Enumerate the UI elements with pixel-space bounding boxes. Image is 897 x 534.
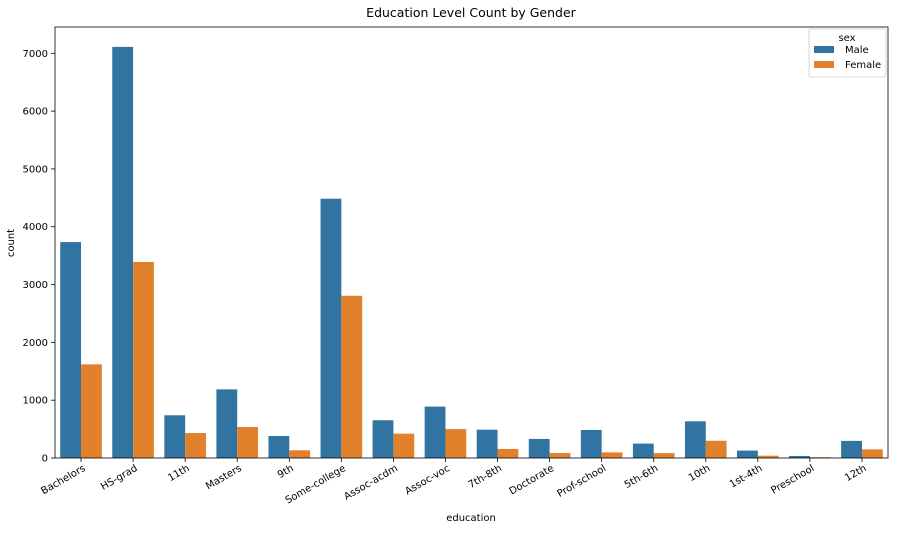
x-tick-label: Assoc-acdm xyxy=(342,463,400,503)
y-tick-label: 5000 xyxy=(23,164,48,175)
chart-title: Education Level Count by Gender xyxy=(366,5,576,20)
x-tick-label: Bachelors xyxy=(39,463,87,497)
bar-male-hs-grad xyxy=(112,46,134,459)
x-tick-label: HS-grad xyxy=(99,463,140,493)
bar-male-assoc-voc xyxy=(424,406,446,458)
bars-group xyxy=(60,46,883,459)
bar-male-9th xyxy=(268,435,290,458)
legend-label-female: Female xyxy=(845,60,881,71)
bar-female-11th xyxy=(185,433,206,458)
y-axis-label: count xyxy=(6,229,17,257)
bar-male-preschool xyxy=(789,455,810,458)
bar-female-doctorate xyxy=(549,453,571,458)
bar-male-12th xyxy=(841,440,862,458)
bar-female-assoc-acdm xyxy=(393,433,415,458)
y-tick-label: 2000 xyxy=(23,338,48,349)
bar-female-5th-6th xyxy=(653,453,675,458)
legend-label-male: Male xyxy=(845,45,869,56)
x-tick-label: 5th-6th xyxy=(623,463,660,491)
x-tick-label: Assoc-voc xyxy=(403,463,452,497)
legend-swatch-male xyxy=(814,46,834,53)
x-axis-label: education xyxy=(446,513,496,524)
bar-male-assoc-acdm xyxy=(372,420,394,458)
bar-female-prof-school xyxy=(601,452,623,458)
bar-female-9th xyxy=(289,450,311,458)
bar-female-hs-grad xyxy=(133,262,154,458)
bar-male-prof-school xyxy=(580,429,602,458)
x-tick-label: 11th xyxy=(166,463,191,484)
y-tick-label: 4000 xyxy=(23,222,48,233)
bar-female-preschool xyxy=(809,457,831,458)
y-axis-ticks: 0 1000 2000 3000 4000 5000 6000 7000 xyxy=(23,49,55,465)
bar-male-10th xyxy=(684,421,706,458)
bar-female-12th xyxy=(861,449,883,458)
bar-female-bachelors xyxy=(81,364,102,458)
bar-male-doctorate xyxy=(528,438,550,458)
x-tick-label: Prof-school xyxy=(555,463,608,500)
bar-male-11th xyxy=(164,415,186,458)
x-tick-label: 7th-8th xyxy=(467,463,504,491)
y-tick-label: 6000 xyxy=(23,107,48,118)
y-tick-label: 7000 xyxy=(23,49,48,60)
bar-male-1st-4th xyxy=(737,450,758,458)
y-tick-label: 3000 xyxy=(23,280,48,291)
bar-male-masters xyxy=(216,389,238,458)
x-tick-label: Doctorate xyxy=(508,463,557,497)
bar-female-assoc-voc xyxy=(445,429,467,458)
bar-female-1st-4th xyxy=(757,455,779,458)
legend-title: sex xyxy=(838,33,855,44)
bar-male-bachelors xyxy=(60,242,82,458)
bar-female-7th-8th xyxy=(497,448,519,458)
x-tick-label: 9th xyxy=(276,463,296,481)
legend: sex Male Female xyxy=(808,28,887,78)
bar-male-some-college xyxy=(320,198,342,458)
y-tick-label: 0 xyxy=(42,454,48,465)
x-tick-label: 10th xyxy=(687,463,712,484)
x-tick-label: 12th xyxy=(843,463,868,484)
x-tick-label: 1st-4th xyxy=(728,463,764,490)
bar-male-7th-8th xyxy=(476,429,498,458)
bar-female-some-college xyxy=(341,295,363,458)
y-tick-label: 1000 xyxy=(23,396,48,407)
x-axis-ticks: Bachelors HS-grad 11th Masters 9thSome-colle… xyxy=(39,458,868,506)
bar-male-5th-6th xyxy=(632,443,654,458)
legend-swatch-female xyxy=(814,61,834,68)
x-tick-label: Preschool xyxy=(769,463,816,497)
x-tick-label: Masters xyxy=(204,463,244,492)
plot-frame xyxy=(54,26,889,459)
bar-female-masters xyxy=(237,427,259,458)
bar-female-10th xyxy=(705,440,727,458)
